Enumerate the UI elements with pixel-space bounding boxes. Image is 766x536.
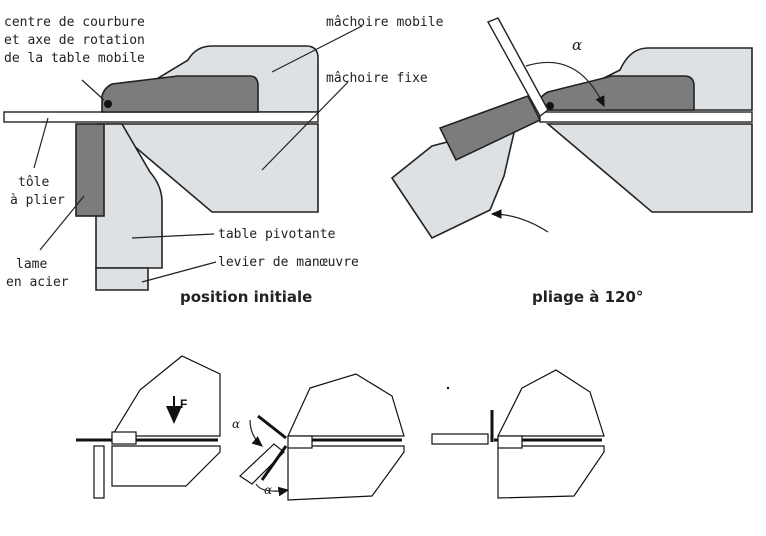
caption-120: pliage à 120° <box>532 288 643 306</box>
label-lame-line2: en acier <box>6 275 69 290</box>
initial-position-figure: centre de courbure et axe de rotation de… <box>3 15 444 306</box>
upper-jaw-outline-2 <box>287 373 405 437</box>
mobile-jaw-right <box>537 75 695 111</box>
label-centre-line1: centre de courbure <box>4 15 145 30</box>
bent-sheet <box>487 17 549 118</box>
fixed-jaw-shape <box>105 123 319 213</box>
label-levier: levier de manœuvre <box>218 255 359 270</box>
lower-jaw-outline-3 <box>497 445 605 499</box>
label-machoire-fixe: mâchoire fixe <box>326 71 428 86</box>
bent-sheet-up <box>257 414 287 440</box>
label-table-pivotante: table pivotante <box>218 227 336 242</box>
label-machoire-mobile: mâchoire mobile <box>326 15 444 30</box>
label-lame-line1: lame <box>16 257 47 272</box>
alpha-label: α <box>572 36 582 54</box>
rotation-center-dot <box>104 100 112 108</box>
lower-jaw-outline-1 <box>111 445 221 487</box>
lower-jaw-outline-2 <box>287 445 405 501</box>
rotated-blade <box>438 95 542 162</box>
sheet-metal <box>3 111 319 123</box>
blade-horizontal <box>431 433 489 445</box>
alpha-upper: α <box>232 417 240 431</box>
label-centre-line2: et axe de rotation <box>4 33 145 48</box>
force-label: F <box>180 397 187 411</box>
alpha-lower: α <box>264 483 272 497</box>
lever-shape <box>95 267 149 291</box>
label-tole-line2: à plier <box>10 193 65 208</box>
upper-jaw-outline-3 <box>497 369 605 437</box>
bent-120-figure: α pliage à 120° <box>390 17 753 306</box>
label-tole-line1: tôle <box>18 175 49 190</box>
rotated-table-shape <box>390 122 518 240</box>
label-centre-line3: de la table mobile <box>4 51 145 66</box>
alpha-arc <box>525 61 605 108</box>
steel-blade <box>75 123 105 217</box>
upper-jaw-outline-1 <box>110 355 221 437</box>
caption-initial: position initiale <box>180 288 312 306</box>
schematic-stage-1: F <box>76 355 221 499</box>
fixed-jaw-shape-right <box>545 123 753 213</box>
schematic-stage-3 <box>431 369 605 499</box>
schematic-stage-2: α α <box>232 373 405 501</box>
rotation-arrow <box>490 209 549 233</box>
mobile-jaw <box>101 75 259 113</box>
blade-1 <box>93 445 105 499</box>
